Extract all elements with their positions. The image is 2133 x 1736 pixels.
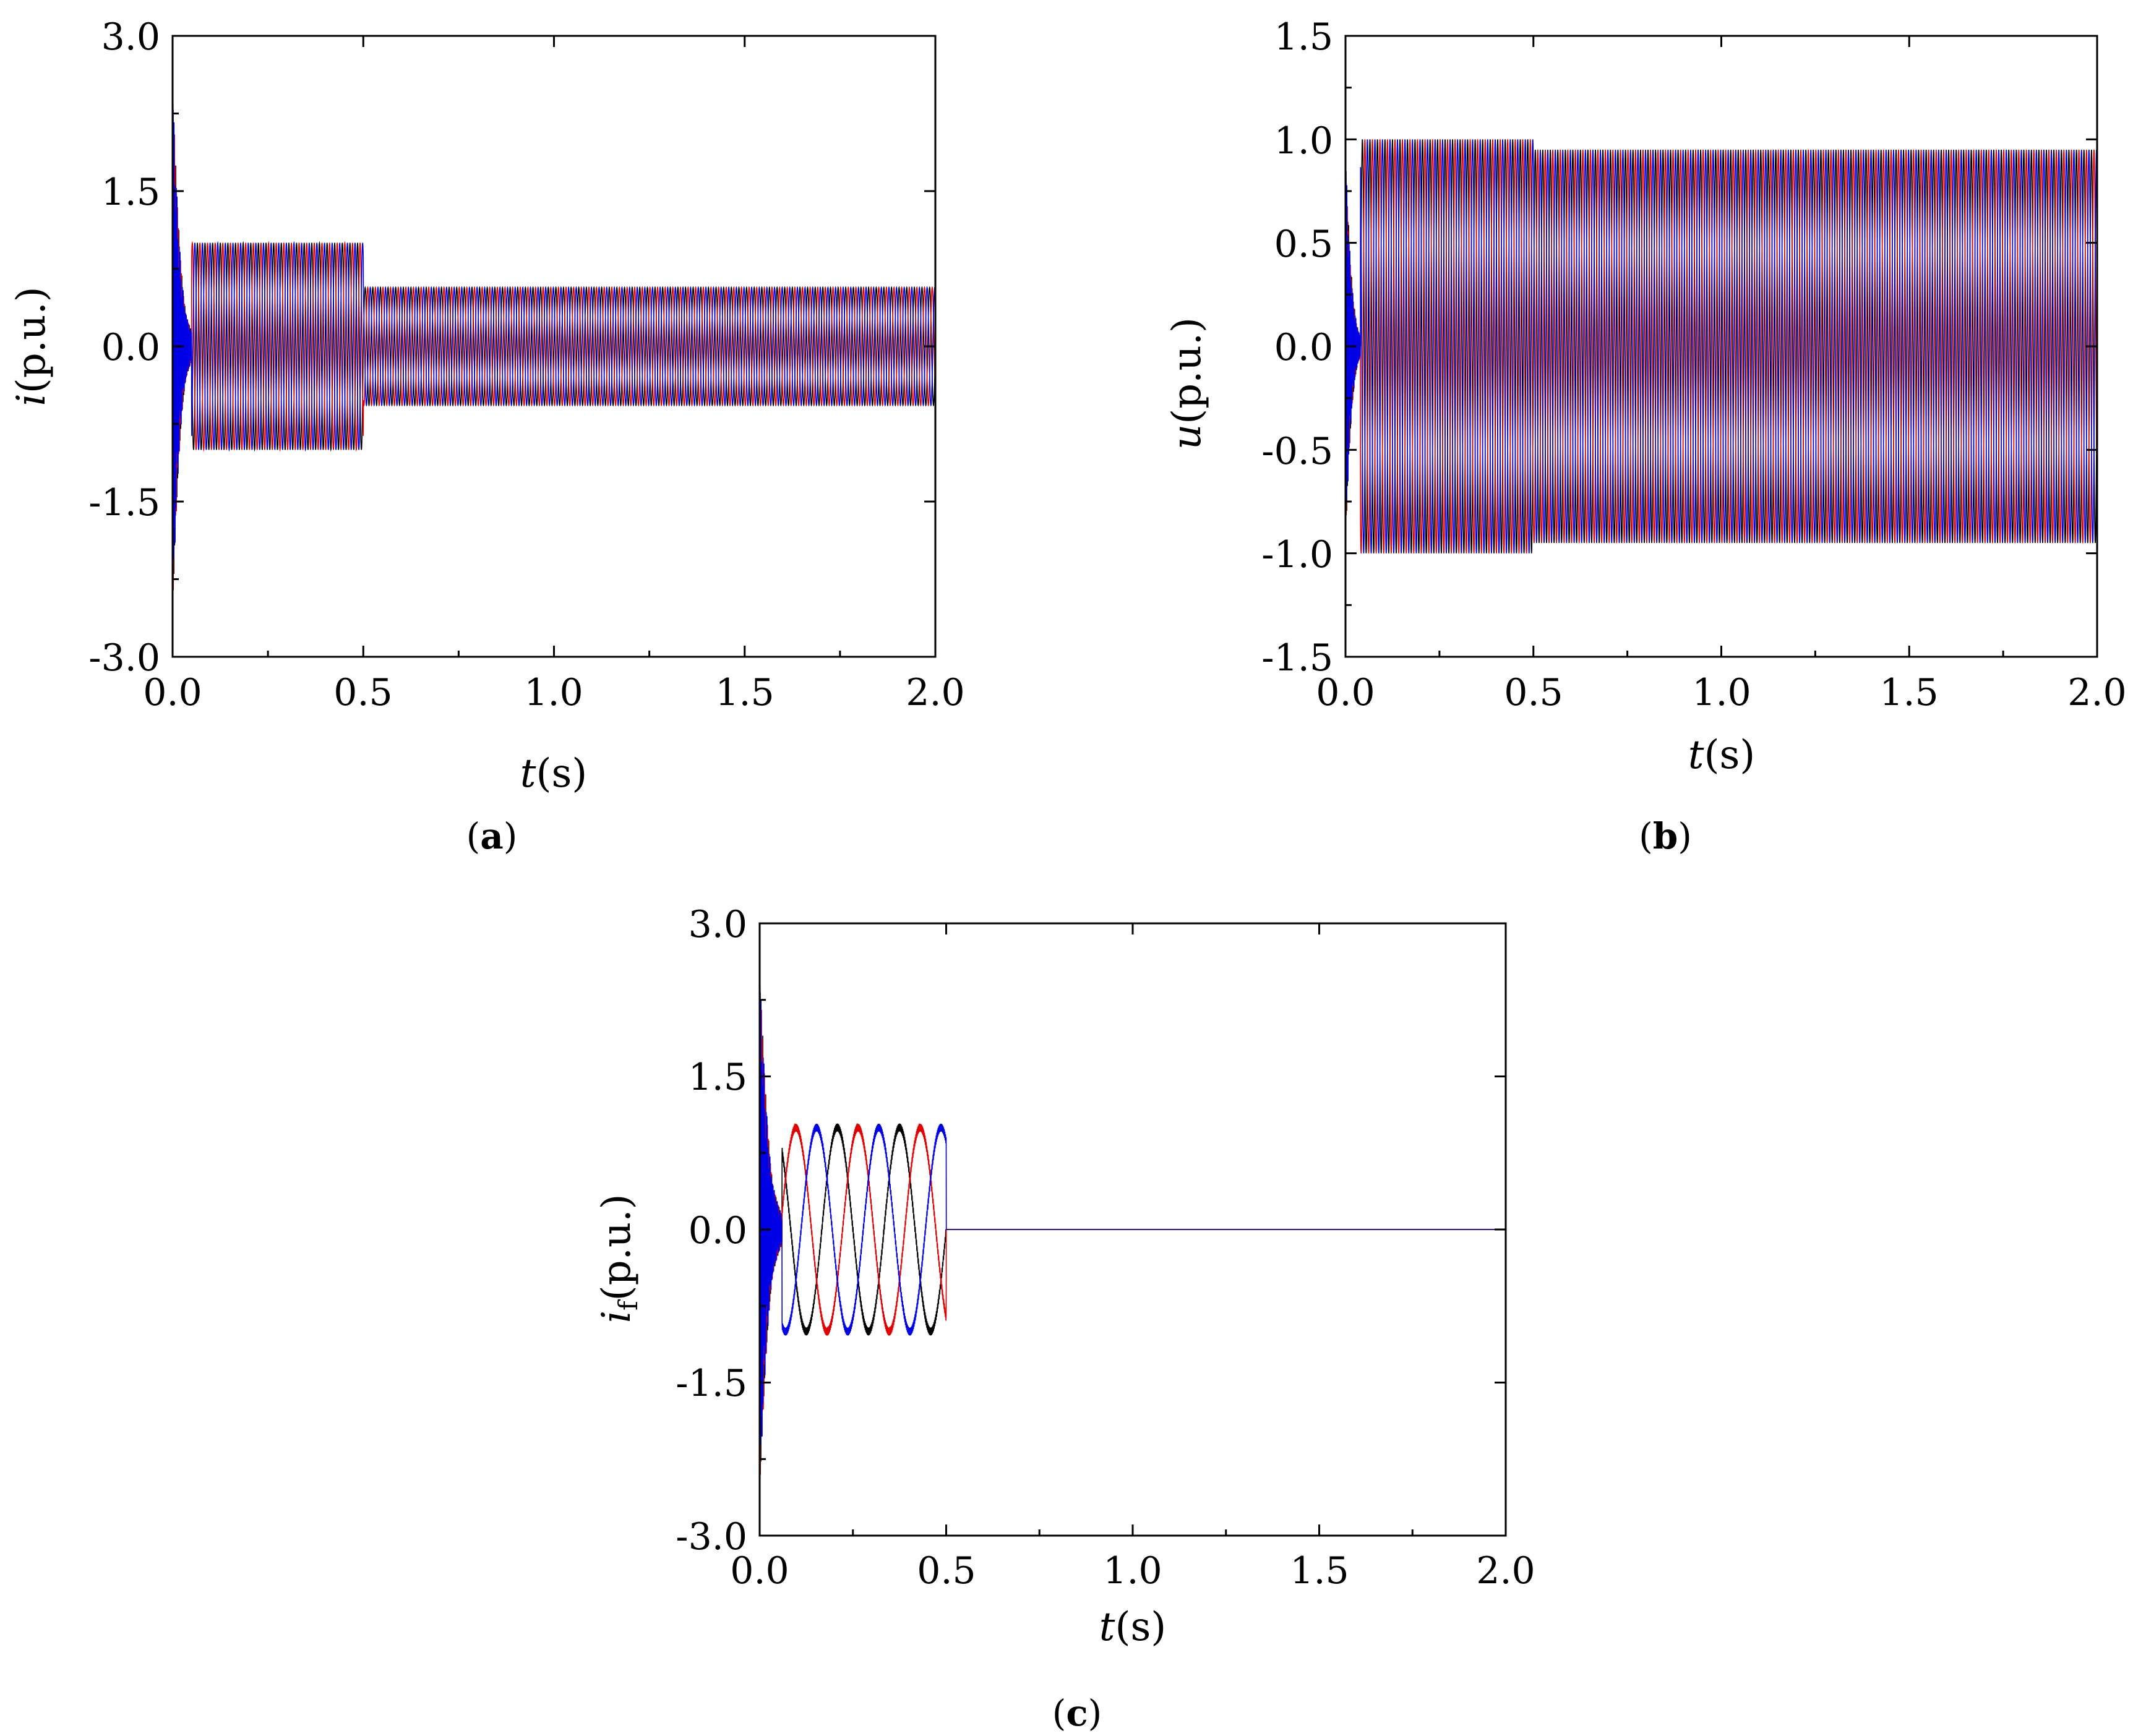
y-axis-title-b: u(p.u.)	[1164, 317, 1210, 450]
x-tick-label-a-1: 0.5	[333, 671, 392, 714]
panel-b: 1.5 1.0 0.5 0.0 -0.5 -1.0 -1.5 0.0 0.5 1…	[1164, 15, 2127, 857]
series-line-a-0	[172, 82, 936, 575]
y-axis-title-c: if(p.u.)	[594, 1194, 643, 1323]
x-tick-label-a-3: 1.5	[715, 671, 774, 714]
y-tick-label-b-5: -1.0	[1261, 533, 1333, 576]
x-tick-label-b-4: 2.0	[2067, 671, 2126, 714]
y-tick-label-c-2: 0.0	[689, 1209, 747, 1252]
x-tick-label-b-3: 1.5	[1879, 671, 1938, 714]
panel-caption-a: (a)	[466, 815, 518, 857]
x-tick-label-a-4: 2.0	[906, 671, 964, 714]
y-tick-label-c-1: 1.5	[689, 1056, 747, 1099]
y-tick-label-a-1: 1.5	[101, 171, 160, 214]
x-tick-label-c-4: 2.0	[1476, 1549, 1535, 1593]
x-tick-label-b-2: 1.0	[1692, 671, 1751, 714]
panel-a: 3.0 1.5 0.0 -1.5 -3.0 0.0 0.5 1.0 1.5 2.…	[9, 15, 965, 857]
x-tick-label-c-1: 0.5	[917, 1549, 976, 1593]
x-tick-label-c-2: 1.0	[1103, 1549, 1162, 1593]
y-tick-label-b-6: -1.5	[1261, 636, 1333, 680]
y-tick-label-a-4: -3.0	[88, 636, 160, 680]
x-axis-title-b: t(s)	[1688, 732, 1756, 778]
y-tick-label-b-2: 0.5	[1274, 223, 1333, 266]
series-line-a-1	[172, 104, 936, 596]
axis-ticks-c	[758, 922, 1507, 1537]
y-tick-label-b-0: 1.5	[1274, 15, 1333, 59]
plot-area-b	[1345, 139, 2098, 554]
panel-c: 3.0 1.5 0.0 -1.5 -3.0 0.0 0.5 1.0 1.5 2.…	[594, 903, 1535, 1734]
x-tick-label-c-0: 0.0	[730, 1549, 789, 1593]
y-tick-label-c-4: -3.0	[676, 1515, 747, 1559]
plot-area-a	[172, 82, 936, 596]
series-line-a-2	[172, 88, 936, 581]
x-axis-title-c: t(s)	[1099, 1604, 1167, 1650]
axis-ticks-b	[1344, 35, 2098, 658]
x-tick-label-b-0: 0.0	[1316, 671, 1375, 714]
x-tick-label-a-2: 1.0	[524, 671, 583, 714]
y-axis-title-a: i(p.u.)	[9, 286, 54, 406]
x-tick-label-c-3: 1.5	[1290, 1549, 1349, 1593]
y-tick-label-a-3: -1.5	[88, 481, 160, 524]
series-line-c-1	[759, 987, 1506, 1476]
x-axis-title-a: t(s)	[520, 751, 588, 797]
x-tick-label-a-0: 0.0	[143, 671, 202, 714]
y-tick-label-a-0: 3.0	[101, 15, 160, 59]
series-line-c-2	[759, 975, 1506, 1463]
y-tick-label-c-0: 3.0	[689, 903, 747, 946]
y-tick-label-c-3: -1.5	[676, 1362, 747, 1405]
y-tick-label-b-3: 0.0	[1274, 326, 1333, 369]
panel-caption-c: (c)	[1052, 1692, 1102, 1734]
panel-caption-b: (b)	[1639, 815, 1692, 857]
series-line-b-1	[1345, 139, 2098, 554]
y-tick-label-b-4: -0.5	[1261, 430, 1333, 473]
x-tick-label-b-1: 0.5	[1504, 671, 1563, 714]
y-tick-label-b-1: 1.0	[1274, 119, 1333, 163]
axis-ticks-a	[171, 35, 937, 658]
y-tick-label-a-2: 0.0	[101, 326, 160, 369]
series-line-b-0	[1345, 139, 2098, 554]
series-line-b-2	[1345, 139, 2098, 554]
plot-area-c	[759, 968, 1506, 1476]
